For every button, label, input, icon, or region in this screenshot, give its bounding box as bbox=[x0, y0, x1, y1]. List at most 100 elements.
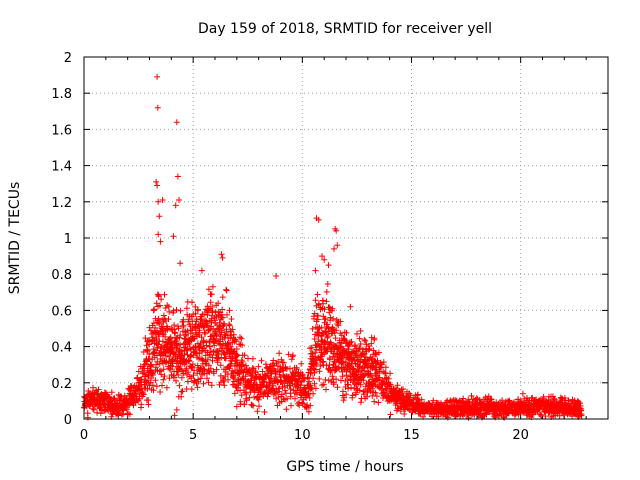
data-point bbox=[180, 322, 187, 329]
data-point bbox=[186, 341, 193, 347]
data-point bbox=[299, 400, 306, 407]
data-point bbox=[190, 372, 197, 379]
data-point bbox=[160, 319, 167, 325]
data-point bbox=[287, 393, 294, 400]
data-point bbox=[406, 390, 413, 397]
data-point bbox=[155, 341, 162, 348]
data-point bbox=[385, 375, 392, 382]
data-point bbox=[151, 306, 158, 313]
data-point bbox=[155, 198, 162, 205]
data-point bbox=[325, 262, 332, 269]
data-point bbox=[201, 311, 208, 318]
y-axis-label: SRMTID / TECUs bbox=[7, 182, 23, 295]
data-point bbox=[308, 344, 315, 351]
data-point bbox=[315, 216, 322, 223]
data-point bbox=[195, 306, 201, 313]
data-point bbox=[155, 231, 162, 238]
data-point bbox=[334, 384, 341, 391]
data-point bbox=[351, 357, 358, 364]
data-point bbox=[280, 372, 287, 379]
data-point bbox=[397, 408, 404, 415]
data-point bbox=[167, 334, 174, 341]
data-point bbox=[321, 306, 328, 313]
data-point bbox=[334, 242, 341, 249]
data-point bbox=[177, 332, 184, 339]
data-point bbox=[473, 395, 480, 402]
data-point bbox=[153, 178, 160, 185]
data-point bbox=[340, 388, 346, 395]
data-point bbox=[400, 386, 406, 392]
y-tick-label: 0.8 bbox=[51, 268, 72, 283]
data-point bbox=[312, 267, 319, 274]
data-point bbox=[361, 336, 368, 343]
data-point bbox=[323, 386, 329, 393]
data-point bbox=[118, 393, 125, 400]
data-point bbox=[430, 397, 437, 404]
data-point bbox=[326, 362, 333, 369]
data-point bbox=[195, 378, 202, 385]
data-point bbox=[290, 352, 296, 359]
data-point bbox=[218, 251, 225, 258]
data-point bbox=[153, 336, 160, 343]
data-point bbox=[144, 347, 151, 354]
data-point bbox=[223, 287, 230, 294]
y-tick-label: 0 bbox=[64, 413, 72, 428]
data-point bbox=[375, 349, 382, 356]
data-point bbox=[357, 399, 364, 406]
data-point bbox=[312, 297, 319, 304]
data-point bbox=[189, 361, 196, 368]
data-point bbox=[135, 368, 142, 375]
data-point bbox=[243, 397, 250, 404]
data-point bbox=[357, 341, 364, 347]
data-point bbox=[297, 382, 304, 388]
data-point bbox=[221, 382, 228, 389]
data-point bbox=[230, 331, 237, 338]
data-point bbox=[380, 359, 387, 366]
data-point bbox=[217, 341, 224, 348]
data-point bbox=[153, 364, 159, 371]
data-point bbox=[219, 347, 226, 354]
data-point bbox=[201, 366, 208, 373]
data-point bbox=[180, 316, 187, 323]
data-point bbox=[159, 338, 166, 345]
data-point bbox=[146, 341, 153, 348]
data-point bbox=[222, 355, 229, 362]
data-point bbox=[203, 342, 210, 349]
data-point bbox=[282, 365, 289, 371]
data-point bbox=[185, 316, 192, 323]
data-point bbox=[282, 387, 289, 394]
data-point bbox=[298, 378, 305, 385]
data-point bbox=[200, 380, 207, 387]
data-point bbox=[233, 403, 240, 410]
data-point bbox=[241, 401, 248, 408]
data-point bbox=[321, 338, 328, 345]
data-points bbox=[81, 73, 585, 421]
data-point bbox=[243, 391, 250, 397]
data-point bbox=[318, 333, 325, 340]
data-point bbox=[202, 330, 209, 337]
data-point bbox=[205, 286, 212, 293]
data-point bbox=[198, 267, 205, 274]
data-point bbox=[209, 308, 215, 315]
data-point bbox=[152, 377, 159, 384]
data-point bbox=[188, 386, 195, 393]
data-point bbox=[224, 341, 231, 347]
data-point bbox=[263, 364, 270, 371]
data-point bbox=[153, 383, 160, 390]
data-point bbox=[158, 343, 165, 350]
data-point bbox=[153, 300, 160, 307]
data-point bbox=[345, 381, 352, 388]
data-point bbox=[161, 291, 168, 298]
data-point bbox=[261, 378, 268, 385]
data-point bbox=[240, 377, 247, 384]
data-point bbox=[288, 356, 295, 363]
data-point bbox=[309, 325, 316, 332]
data-point bbox=[140, 349, 147, 355]
data-point bbox=[239, 342, 246, 349]
data-point bbox=[287, 365, 293, 372]
data-point bbox=[175, 325, 182, 332]
data-point bbox=[258, 357, 265, 364]
data-point bbox=[177, 260, 184, 267]
data-point bbox=[323, 288, 330, 295]
chart-title: Day 159 of 2018, SRMTID for receiver yel… bbox=[198, 21, 492, 37]
